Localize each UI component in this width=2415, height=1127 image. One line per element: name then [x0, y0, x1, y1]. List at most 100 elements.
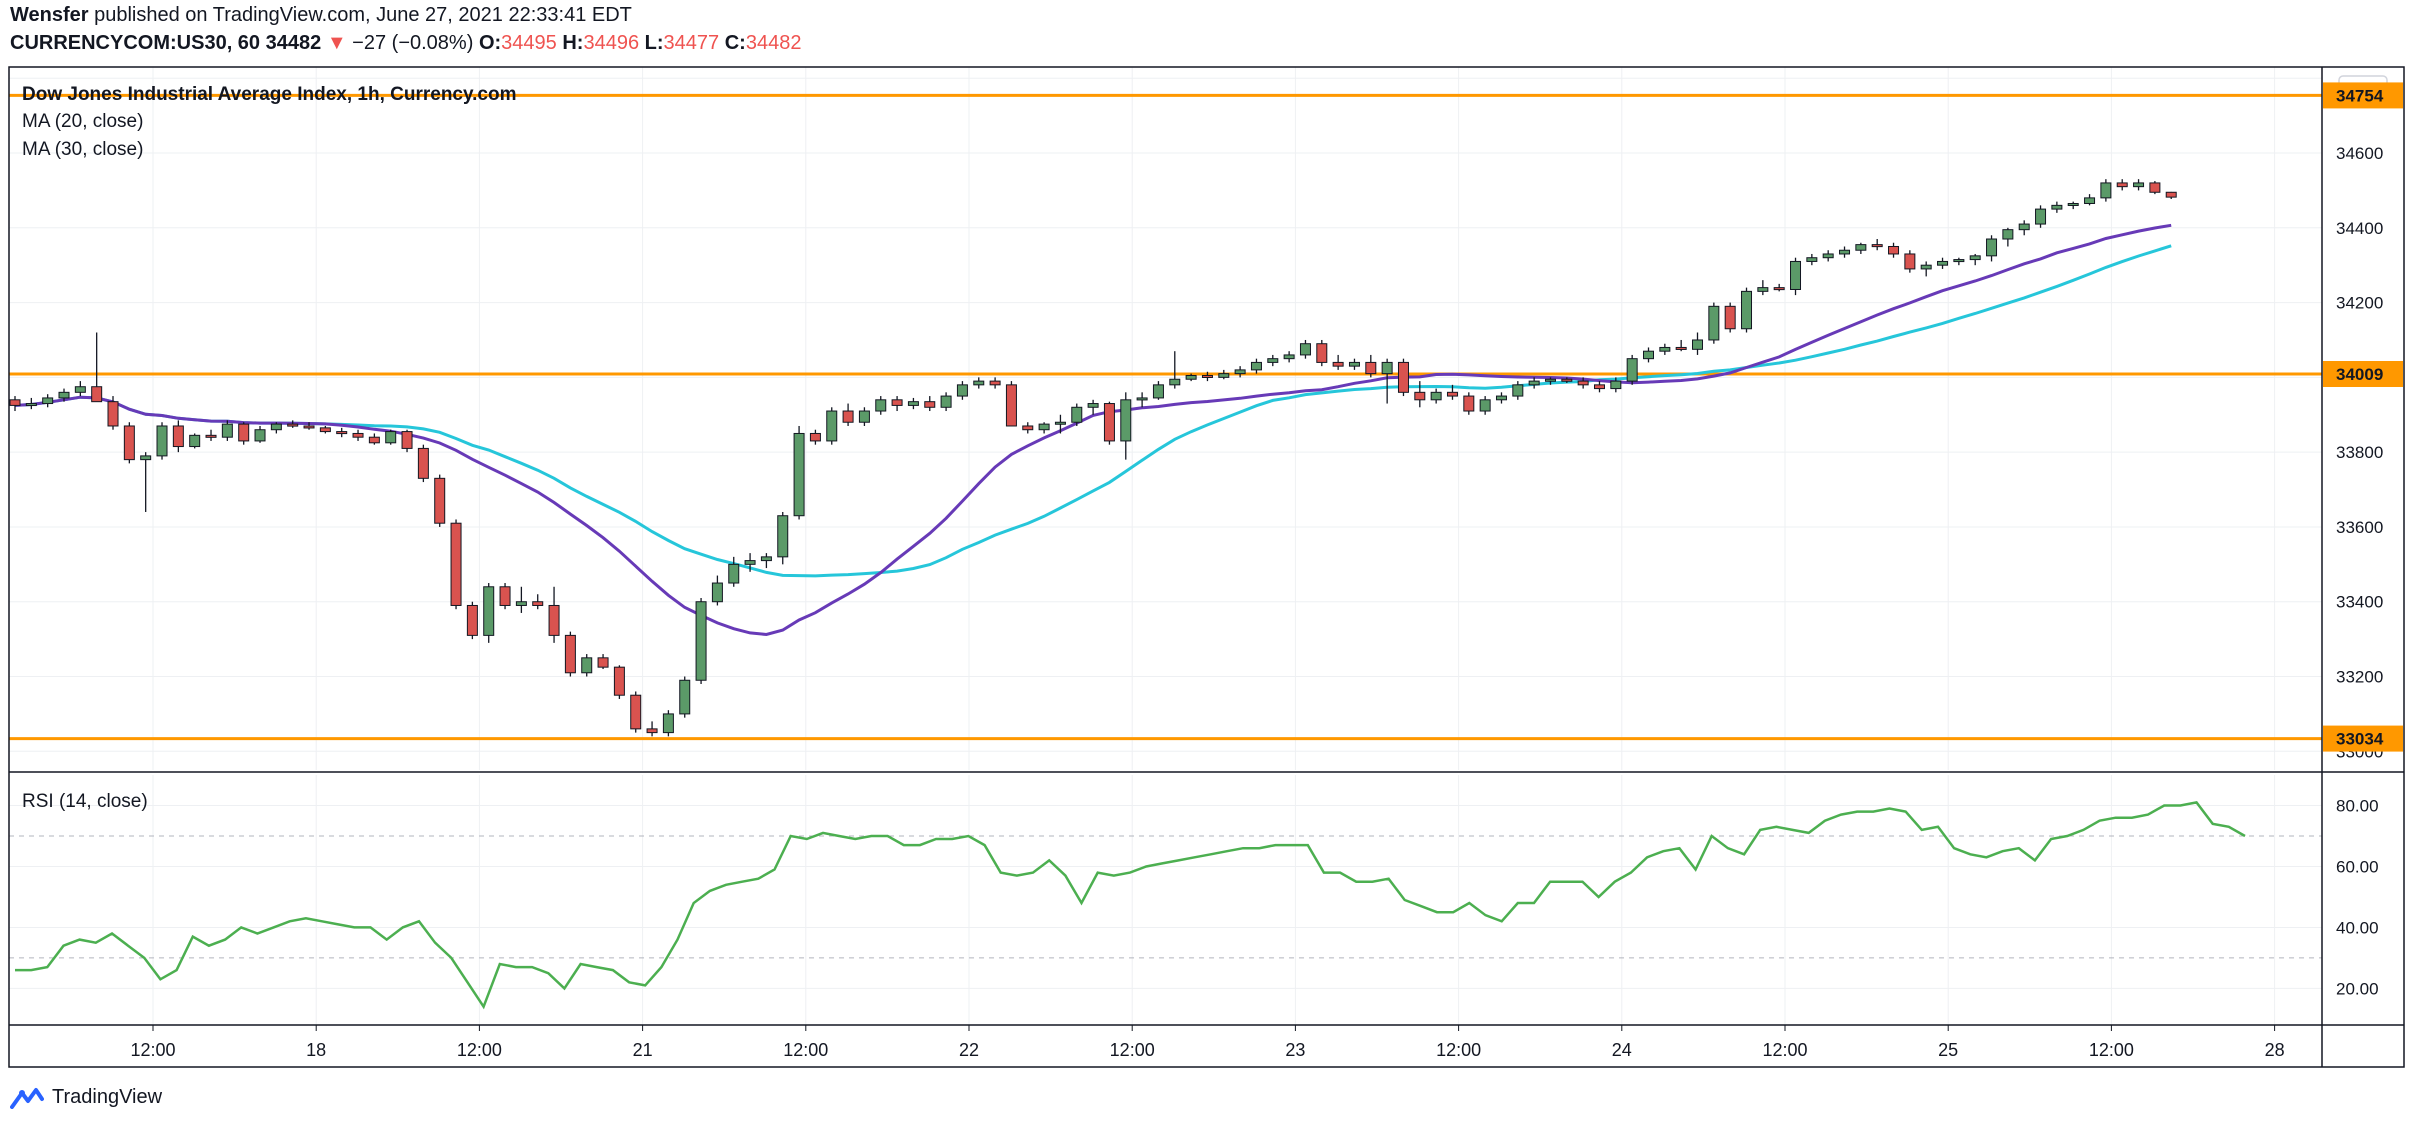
candle-body	[434, 477, 446, 524]
price-tick-label: 33600	[2336, 518, 2383, 537]
candle	[1593, 381, 1605, 393]
candle	[2116, 179, 2128, 191]
candle	[891, 396, 903, 412]
candle	[1267, 354, 1279, 367]
candle	[809, 429, 821, 445]
candle	[1299, 339, 1311, 359]
candle-body	[646, 728, 658, 734]
candle	[2084, 194, 2096, 206]
candle-body	[2051, 204, 2063, 210]
close-label: C:	[724, 32, 746, 54]
level-price-box	[2323, 361, 2403, 388]
candle-body	[973, 380, 985, 386]
candle-body	[1087, 403, 1099, 408]
candle-body	[189, 434, 201, 448]
candle-body	[91, 386, 103, 403]
price-axis[interactable]: USD3300033200334003360033800340003420034…	[2323, 75, 2403, 761]
candles-layer	[9, 179, 2177, 737]
candle-body	[1512, 384, 1524, 397]
candle-body	[287, 423, 299, 427]
candle	[1757, 280, 1769, 296]
candle	[1071, 403, 1083, 426]
candle	[401, 429, 413, 453]
price-tick-label: 33400	[2336, 593, 2383, 612]
candle-body	[924, 401, 936, 408]
high-value: 34496	[583, 32, 640, 54]
close-value: 34482	[745, 32, 802, 54]
price-tick-label: 34400	[2336, 219, 2383, 238]
symbol-line: CURRENCYCOM:US30, 60 34482 ▼ −27 (−0.08%…	[10, 32, 801, 55]
candle	[417, 444, 429, 483]
candle-body	[1005, 384, 1017, 427]
candle	[1577, 377, 1589, 389]
candle-body	[172, 425, 184, 448]
candle	[662, 710, 674, 737]
candle	[2035, 205, 2047, 228]
candle-body	[1479, 399, 1491, 412]
candle	[1528, 377, 1540, 389]
candle	[1561, 377, 1573, 383]
candle	[140, 452, 152, 512]
candle-body	[1234, 369, 1246, 375]
candle-body	[1120, 399, 1132, 442]
candle-body	[1577, 380, 1589, 386]
candle	[989, 377, 1001, 389]
candle-body	[2084, 197, 2096, 204]
candle	[1348, 358, 1360, 370]
candle-body	[1888, 245, 1900, 255]
candle	[875, 396, 887, 415]
candle	[9, 396, 21, 412]
candle	[1414, 381, 1426, 408]
candle-body	[2116, 182, 2128, 188]
price-tick-label: 34200	[2336, 294, 2383, 313]
candle-body	[1267, 358, 1279, 363]
candle	[1724, 302, 1736, 333]
candle-body	[564, 634, 576, 674]
price-tick-label: 33800	[2336, 443, 2383, 462]
footer-brand[interactable]: TradingView	[10, 1086, 162, 1109]
level-price-label: 33034	[2336, 730, 2384, 749]
candle-body	[1659, 346, 1671, 352]
low-label: L:	[644, 32, 664, 54]
candle-body	[548, 604, 560, 636]
candle	[123, 422, 135, 464]
candle-body	[2100, 182, 2112, 199]
candle-body	[989, 380, 1001, 386]
candle-body	[515, 601, 527, 606]
grid	[9, 67, 2322, 1025]
time-tick-label: 22	[959, 1040, 979, 1060]
candle	[760, 553, 772, 569]
time-axis[interactable]: 12:00 18 12:00 21 12:00 22 12:00 23 12:00 24 12:00…	[130, 1025, 2285, 1060]
candle-body	[793, 432, 805, 517]
candle	[1218, 369, 1230, 380]
candle	[1120, 392, 1132, 460]
low-value: 34477	[663, 32, 720, 54]
candle-body	[581, 657, 593, 674]
candle	[1871, 239, 1883, 251]
candle-body	[1920, 264, 1932, 270]
candle	[1381, 358, 1393, 404]
publisher-line: Wensfer published on TradingView.com, Ju…	[10, 4, 632, 27]
last-price: 34482	[265, 32, 322, 54]
candle-body	[303, 425, 315, 429]
candle	[434, 474, 446, 527]
time-tick-label: 12:00	[1436, 1040, 1481, 1060]
rsi-tick-label: 60.00	[2336, 857, 2379, 876]
candle	[1283, 351, 1295, 363]
candle-body	[1348, 361, 1360, 367]
candle-body	[858, 410, 870, 423]
candle-body	[156, 425, 168, 457]
rsi-axis[interactable]: 20.00 40.00 60.00 80.00	[2336, 796, 2379, 998]
candle	[826, 407, 838, 445]
candle	[532, 594, 544, 610]
candle-body	[1675, 346, 1687, 350]
candle	[303, 422, 315, 430]
candle	[1969, 253, 1981, 266]
candle	[1822, 250, 1834, 262]
candle	[336, 427, 348, 438]
tradingview-logo-icon	[10, 1087, 44, 1109]
horizontal-levels[interactable]	[9, 93, 2322, 741]
candle	[679, 676, 691, 718]
candle-body	[1610, 380, 1622, 390]
